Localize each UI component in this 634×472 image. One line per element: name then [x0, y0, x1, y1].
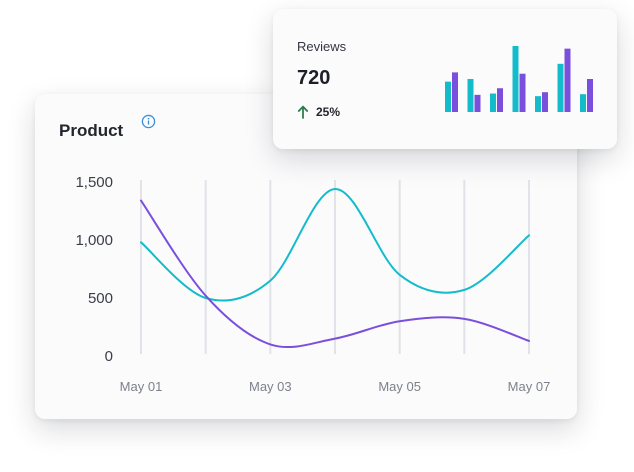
reviews-card: Reviews 720 25% [273, 9, 617, 149]
reviews-value: 720 [297, 67, 331, 89]
product-title: Product [59, 121, 124, 140]
bar [467, 79, 474, 112]
series-line-2 [140, 199, 530, 348]
y-tick-label: 0 [105, 348, 113, 365]
y-tick-label: 1,500 [75, 174, 113, 191]
product-line-chart: 0 500 1,000 1,500 May 01 May 03 May 05 May 07 [75, 174, 551, 394]
info-circle-icon[interactable] [141, 114, 156, 129]
bar [474, 94, 481, 112]
arrow-up-icon [297, 105, 309, 119]
bar [512, 46, 519, 112]
trend-value: 25% [316, 105, 341, 119]
x-tick-label: May 07 [508, 379, 551, 394]
bar [557, 63, 564, 112]
x-tick-label: May 01 [120, 379, 163, 394]
y-tick-label: 500 [88, 290, 113, 307]
reviews-label: Reviews [297, 39, 347, 54]
bar [535, 96, 541, 112]
x-tick-label: May 03 [249, 379, 292, 394]
bar [445, 81, 451, 112]
reviews-bar-chart [445, 46, 593, 112]
bar [564, 48, 571, 112]
bar [452, 72, 458, 112]
x-tick-label: May 05 [378, 379, 421, 394]
y-tick-label: 1,000 [75, 232, 113, 249]
trend-indicator: 25% [297, 105, 340, 119]
bar [519, 73, 526, 112]
bar [580, 94, 586, 112]
bar [587, 79, 593, 112]
series-line-1 [140, 187, 530, 302]
bar [542, 92, 548, 112]
bar [497, 88, 503, 112]
bar [490, 93, 496, 112]
